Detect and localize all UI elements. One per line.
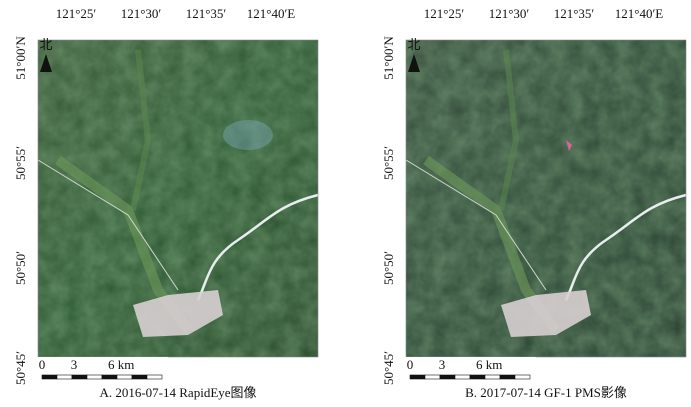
scale-segment [116,374,133,380]
scale-segment [56,374,73,380]
road [37,159,179,291]
scale-segment [514,374,531,380]
scale-segment [409,374,426,380]
longitude-label: 121°35′ [186,6,227,21]
latitude-label: 50°55′ [381,146,396,180]
scale-segment [41,374,58,380]
town [133,290,223,337]
longitude-label: 121°40′E [247,6,296,21]
scale-label: 3 [71,357,78,372]
scale-label: 0 [39,357,46,372]
north-label: 北 [407,37,420,52]
longitude-label: 121°30′ [121,6,162,21]
map-panel: 121°25′ 121°30′ 121°35′ 121°40′E 51°00′N 50°5… [13,6,319,400]
latitude-label: 51°00′N [13,36,28,80]
scale-segment [499,374,516,380]
latitude-label: 50°45′ [381,351,396,385]
longitude-label: 121°25′ [424,6,465,21]
longitude-label: 121°35′ [554,6,595,21]
scale-segment [86,374,103,380]
scale-segment [439,374,456,380]
haze [223,120,273,150]
scale-label: 6 km [476,357,502,372]
river [196,193,319,301]
latitude-label: 51°00′N [381,36,396,80]
valley [498,49,520,211]
scale-segment [454,374,471,380]
longitude-label: 121°40′E [615,6,664,21]
scale-label: 0 [407,357,414,372]
valley [130,49,152,211]
map-panel: 121°25′ 121°30′ 121°35′ 121°40′E 51°00′N 50°5… [381,6,687,400]
latitude-label: 50°50′ [13,251,28,285]
north-label: 北 [39,37,52,52]
river [564,193,687,301]
longitude-label: 121°25′ [56,6,97,21]
image-border [37,39,319,358]
scale-segment [146,374,163,380]
scale-segment [424,374,441,380]
scale-segment [101,374,118,380]
latitude-label: 50°45′ [13,351,28,385]
scale-segment [71,374,88,380]
scale-label: 6 km [108,357,134,372]
longitude-label: 121°30′ [489,6,530,21]
pink-patch [566,140,572,151]
north-arrow [408,54,420,72]
north-arrow [40,54,52,72]
latitude-label: 50°50′ [381,251,396,285]
caption: B. 2017-07-14 GF-1 PMS影像 [465,385,627,400]
scale-segment [484,374,501,380]
road [405,159,547,291]
caption: A. 2016-07-14 RapidEye图像 [99,385,256,400]
town [501,290,591,337]
scale-segment [131,374,148,380]
scale-segment [469,374,486,380]
image-border [405,39,687,358]
scale-label: 3 [439,357,446,372]
latitude-label: 50°55′ [13,146,28,180]
